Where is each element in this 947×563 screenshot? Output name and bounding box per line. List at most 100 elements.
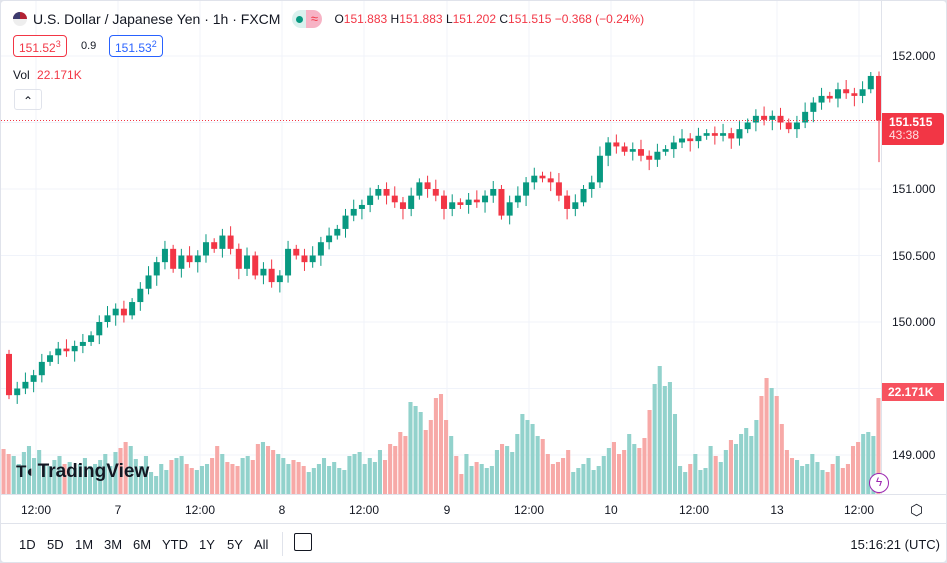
time-axis[interactable]: ⬡ 12:00 7 12:00 8 12:00 9 12:00 10 12:00 13 12:00 [1, 494, 946, 523]
volume-bar [876, 398, 881, 494]
volume-bar [332, 462, 337, 494]
volume-bar [820, 470, 825, 494]
volume-bar [225, 462, 230, 494]
candle-body [564, 195, 571, 209]
candle-body [588, 182, 595, 189]
volume-bar [739, 434, 744, 494]
time-label: 12:00 [184, 503, 216, 517]
volume-bar [149, 472, 154, 494]
chart-plot-area[interactable] [1, 1, 881, 494]
range-button-ytd[interactable]: YTD [162, 537, 188, 552]
candle-body [662, 149, 669, 152]
sell-button[interactable]: 151.523 [13, 35, 67, 57]
range-button-1m[interactable]: 1M [75, 537, 94, 552]
volume-bar [37, 450, 42, 494]
range-button-5d[interactable]: 5D [47, 537, 64, 552]
candle-body [129, 302, 136, 316]
collapse-legend-button[interactable]: ⌃ [14, 89, 42, 110]
volume-bar [1, 449, 6, 494]
volume-bar [388, 444, 393, 494]
candle-body [851, 93, 858, 96]
volume-bar [413, 406, 418, 494]
candle-body [326, 235, 333, 243]
candle-body [482, 195, 489, 203]
candle-body [194, 255, 201, 263]
volume-bar [357, 452, 362, 494]
spread-value: 0.9 [81, 40, 97, 52]
volume-bar [693, 454, 698, 494]
volume-bar [515, 434, 520, 494]
candle-body [137, 288, 144, 303]
volume-bar [276, 454, 281, 494]
symbol-legend: U.S. Dollar / Japanese Yen · 1h · FXCM ≈… [13, 10, 644, 28]
candle-body [621, 146, 628, 152]
volume-bar [566, 450, 571, 494]
price-axis[interactable]: 151.515 43:38 22.171K 152.000 151.000 150.5… [881, 1, 946, 494]
candle-body [490, 189, 497, 196]
candle-body [30, 375, 37, 382]
tradingview-logo-icon: T◖ [16, 462, 35, 481]
volume-bar [72, 468, 77, 494]
buy-button[interactable]: 151.532 [109, 35, 163, 57]
volume-bar [138, 466, 143, 494]
candle-body [38, 361, 45, 376]
volume-bar [16, 464, 21, 494]
volume-bar [861, 434, 866, 494]
volume-bar [769, 388, 774, 494]
candle-body [268, 268, 275, 283]
range-button-all[interactable]: All [254, 537, 269, 552]
volume-bar [21, 452, 26, 494]
candle-body [547, 178, 554, 183]
volume-bar [87, 466, 93, 494]
volume-bar [647, 410, 652, 494]
volume-bar [749, 436, 754, 494]
lightning-icon[interactable]: ϟ [869, 473, 889, 493]
volume-bar [240, 458, 245, 494]
volume-bar [337, 468, 342, 494]
candle-body [178, 255, 185, 269]
time-label: 12:00 [20, 503, 52, 517]
chart-settings-icon[interactable]: ⬡ [910, 502, 924, 519]
candle-body [350, 208, 357, 216]
range-button-1y[interactable]: 1Y [199, 537, 215, 552]
last-price-marker: 151.515 43:38 [882, 112, 944, 145]
range-button-1d[interactable]: 1D [19, 537, 36, 552]
candle-body [506, 202, 513, 216]
volume-bar [11, 456, 16, 494]
volume-bar [393, 446, 398, 494]
volume-bar [184, 464, 189, 494]
range-button-3m[interactable]: 3M [104, 537, 123, 552]
symbol-title[interactable]: U.S. Dollar / Japanese Yen · 1h · FXCM [33, 11, 281, 27]
volume-bar [362, 464, 367, 494]
volume-bar [825, 472, 830, 494]
volume-bar [423, 430, 428, 494]
candle-body [465, 199, 472, 205]
volume-bar [327, 466, 332, 494]
volume-bar [372, 462, 377, 494]
volume-bar [805, 464, 810, 494]
volume-bar [561, 458, 566, 494]
ohlc-values: O151.883 H151.883 L151.202 C151.515 −0.3… [334, 12, 645, 26]
volume-bar [301, 466, 306, 494]
volume-bar [159, 464, 164, 494]
volume-bar [77, 464, 82, 494]
volume-bar [581, 464, 586, 494]
candle-body [202, 242, 209, 256]
market-status[interactable]: ≈ [292, 10, 323, 28]
volume-bar [342, 470, 347, 494]
candle-body [646, 155, 653, 160]
clock[interactable]: 15:16:21 (UTC) [850, 537, 940, 552]
volume-bar [764, 378, 769, 494]
volume-bar [321, 458, 327, 494]
candle-body [309, 255, 316, 263]
candle-body [260, 268, 267, 276]
tradingview-logo[interactable]: T◖ TradingView [16, 461, 150, 482]
volume-bar [235, 466, 240, 494]
range-button-6m[interactable]: 6M [133, 537, 152, 552]
candle-body [317, 242, 324, 256]
goto-date-icon[interactable] [294, 533, 312, 551]
candle-body [449, 202, 456, 209]
range-button-5y[interactable]: 5Y [227, 537, 243, 552]
volume-bar [179, 456, 184, 494]
